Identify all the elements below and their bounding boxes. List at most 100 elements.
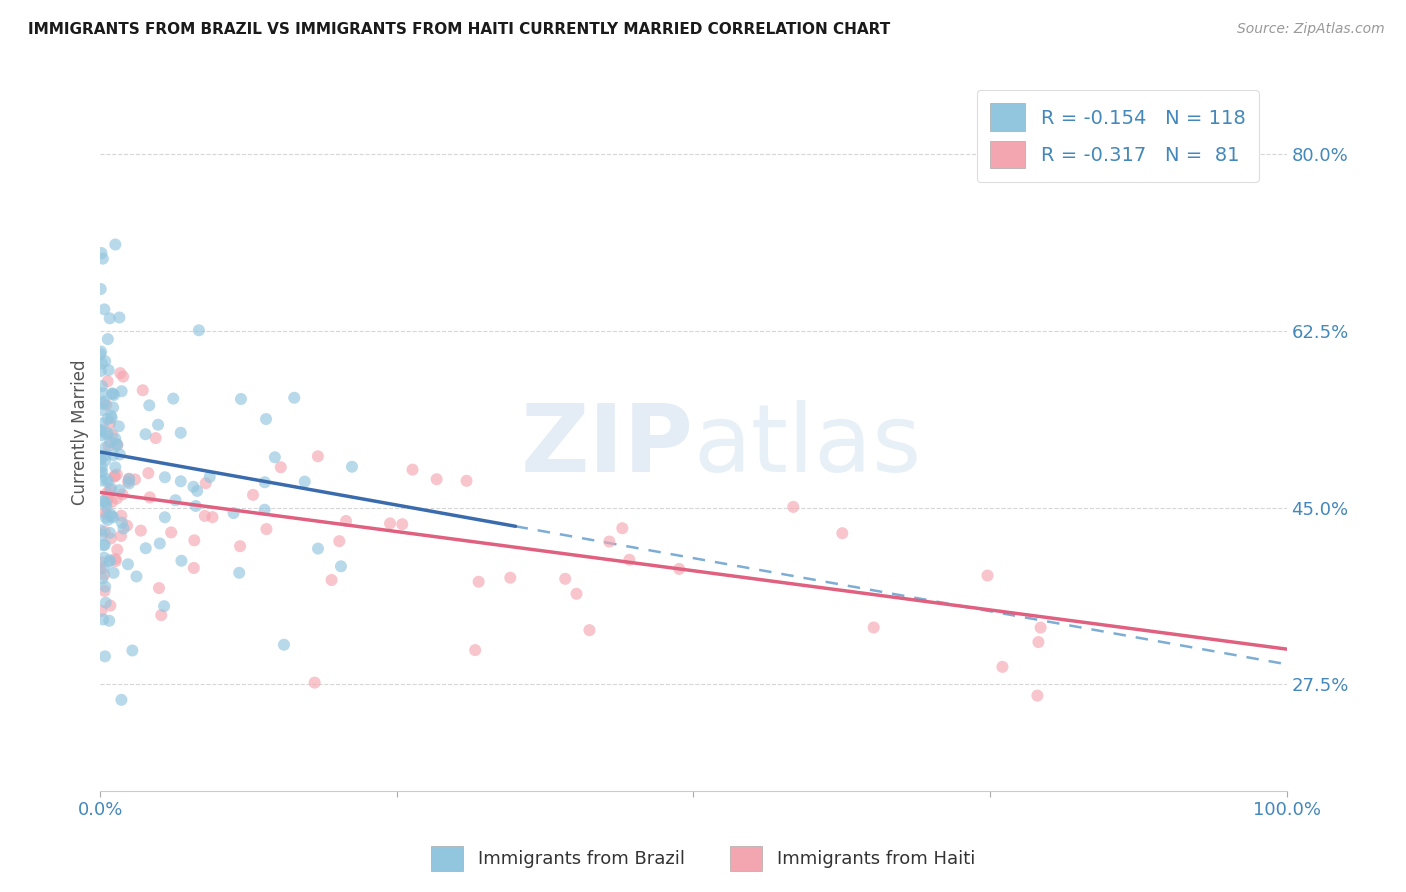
Point [391, 517, 413, 532]
Point [90, 356, 112, 370]
Point [97, 363, 120, 377]
Point [118, 476, 141, 491]
Point [90, 523, 112, 537]
Point [118, 472, 141, 486]
Legend: Immigrants from Brazil, Immigrants from Haiti: Immigrants from Brazil, Immigrants from … [423, 838, 983, 879]
Point [183, 480, 205, 494]
Point [112, 522, 135, 536]
Text: ZIP: ZIP [520, 401, 693, 492]
Point [264, 450, 287, 465]
Point [340, 459, 363, 474]
Point [619, 553, 641, 567]
Point [782, 500, 804, 514]
Point [91, 379, 114, 393]
Point [110, 693, 132, 707]
Point [862, 620, 884, 634]
Point [98, 525, 121, 540]
Point [91, 527, 114, 541]
Point [135, 541, 157, 556]
Point [96, 500, 118, 514]
Point [93, 494, 115, 508]
Point [378, 516, 401, 531]
Point [98, 614, 121, 628]
Point [104, 554, 127, 568]
Point [165, 493, 187, 508]
Point [146, 417, 169, 432]
Point [105, 491, 128, 506]
Point [89, 347, 111, 361]
Point [668, 562, 690, 576]
Point [96, 427, 118, 442]
Point [335, 514, 357, 528]
Point [103, 469, 125, 483]
Point [464, 643, 486, 657]
Point [97, 439, 120, 453]
Point [148, 581, 170, 595]
Point [187, 323, 209, 337]
Point [330, 559, 353, 574]
Point [90, 364, 112, 378]
Point [254, 412, 277, 426]
Point [93, 583, 115, 598]
Point [201, 510, 224, 524]
Point [100, 411, 122, 425]
Point [97, 513, 120, 527]
Point [97, 374, 120, 388]
Point [554, 572, 576, 586]
Point [153, 510, 176, 524]
Point [93, 561, 115, 575]
Point [98, 599, 121, 613]
Point [93, 567, 115, 582]
Point [149, 536, 172, 550]
Point [93, 302, 115, 317]
Point [98, 311, 121, 326]
Point [91, 416, 114, 430]
Point [194, 508, 217, 523]
Point [170, 554, 193, 568]
Point [1028, 635, 1050, 649]
Point [101, 387, 124, 401]
Point [270, 460, 292, 475]
Point [184, 499, 207, 513]
Point [90, 460, 112, 475]
Point [90, 452, 112, 467]
Point [93, 394, 115, 409]
Point [98, 435, 121, 450]
Point [294, 475, 316, 489]
Point [90, 428, 112, 442]
Point [104, 237, 127, 252]
Point [456, 474, 478, 488]
Point [96, 412, 118, 426]
Point [90, 452, 112, 467]
Point [90, 246, 112, 260]
Point [105, 467, 128, 482]
Point [101, 495, 124, 509]
Point [93, 524, 115, 539]
Point [97, 425, 120, 440]
Point [108, 419, 131, 434]
Point [111, 516, 134, 530]
Point [94, 496, 117, 510]
Point [97, 332, 120, 346]
Point [91, 538, 114, 552]
Point [112, 369, 135, 384]
Point [598, 534, 620, 549]
Point [93, 506, 115, 520]
Point [467, 574, 489, 589]
Point [96, 398, 118, 412]
Point [94, 538, 117, 552]
Point [91, 474, 114, 488]
Point [328, 534, 350, 549]
Point [1029, 621, 1052, 635]
Point [253, 475, 276, 490]
Point [321, 573, 343, 587]
Point [100, 508, 122, 522]
Point [118, 472, 141, 486]
Point [222, 506, 245, 520]
Point [90, 344, 112, 359]
Point [108, 447, 131, 461]
Legend: R = -0.154   N = 118, R = -0.317   N =  81: R = -0.154 N = 118, R = -0.317 N = 81 [977, 90, 1258, 182]
Point [91, 494, 114, 508]
Point [426, 472, 449, 486]
Point [108, 483, 131, 497]
